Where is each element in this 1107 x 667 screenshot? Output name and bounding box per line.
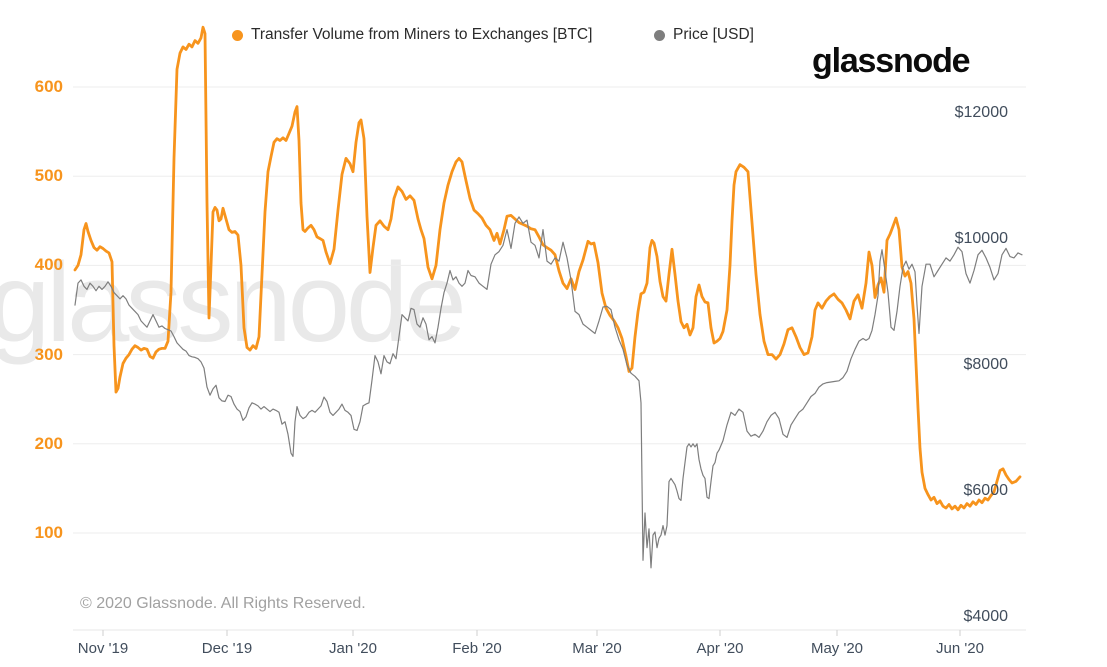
legend-item-transfer-volume[interactable]: Transfer Volume from Miners to Exchanges… [232,26,592,44]
legend-dot-price-icon [654,29,665,41]
legend-item-price[interactable]: Price [USD] [654,26,754,44]
price-line [74,216,1023,569]
legend-dot-volume-icon [232,29,243,41]
legend-label-transfer-volume: Transfer Volume from Miners to Exchanges… [251,26,593,43]
volume-line [73,25,1022,512]
copyright-notice: © 2020 Glassnode. All Rights Reserved. [80,595,366,612]
legend-label-price: Price [USD] [673,26,754,43]
glassnode-logo[interactable]: glassnode [812,42,971,80]
glassnode-watermark: glassnode [0,240,467,365]
